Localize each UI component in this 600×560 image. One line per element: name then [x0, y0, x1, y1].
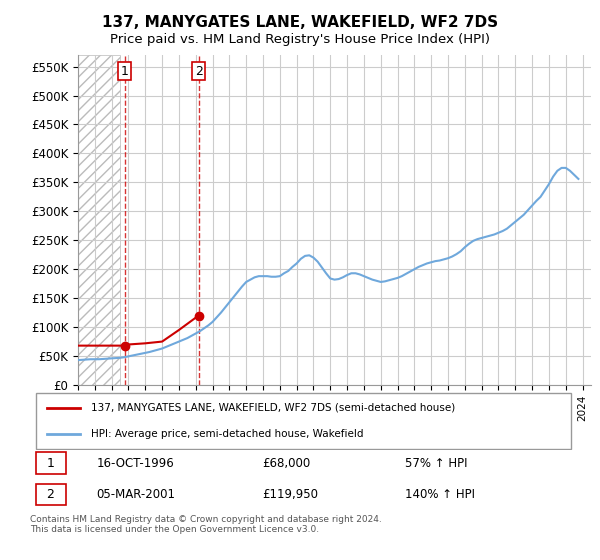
FancyBboxPatch shape [35, 393, 571, 449]
Text: 16-OCT-1996: 16-OCT-1996 [96, 457, 174, 470]
Text: 140% ↑ HPI: 140% ↑ HPI [406, 488, 475, 501]
Text: Price paid vs. HM Land Registry's House Price Index (HPI): Price paid vs. HM Land Registry's House … [110, 33, 490, 46]
Text: HPI: Average price, semi-detached house, Wakefield: HPI: Average price, semi-detached house,… [91, 429, 363, 439]
FancyBboxPatch shape [35, 452, 66, 474]
Text: 1: 1 [121, 65, 129, 78]
Bar [78, 55, 120, 385]
Text: 57% ↑ HPI: 57% ↑ HPI [406, 457, 468, 470]
Text: 137, MANYGATES LANE, WAKEFIELD, WF2 7DS (semi-detached house): 137, MANYGATES LANE, WAKEFIELD, WF2 7DS … [91, 403, 455, 413]
Text: £119,950: £119,950 [262, 488, 318, 501]
Text: 05-MAR-2001: 05-MAR-2001 [96, 488, 175, 501]
Text: £68,000: £68,000 [262, 457, 310, 470]
Text: 2: 2 [46, 488, 55, 501]
FancyBboxPatch shape [35, 484, 66, 505]
Text: 137, MANYGATES LANE, WAKEFIELD, WF2 7DS: 137, MANYGATES LANE, WAKEFIELD, WF2 7DS [102, 15, 498, 30]
Text: 1: 1 [46, 457, 55, 470]
Text: 2: 2 [194, 65, 203, 78]
Text: Contains HM Land Registry data © Crown copyright and database right 2024.
This d: Contains HM Land Registry data © Crown c… [30, 515, 382, 534]
